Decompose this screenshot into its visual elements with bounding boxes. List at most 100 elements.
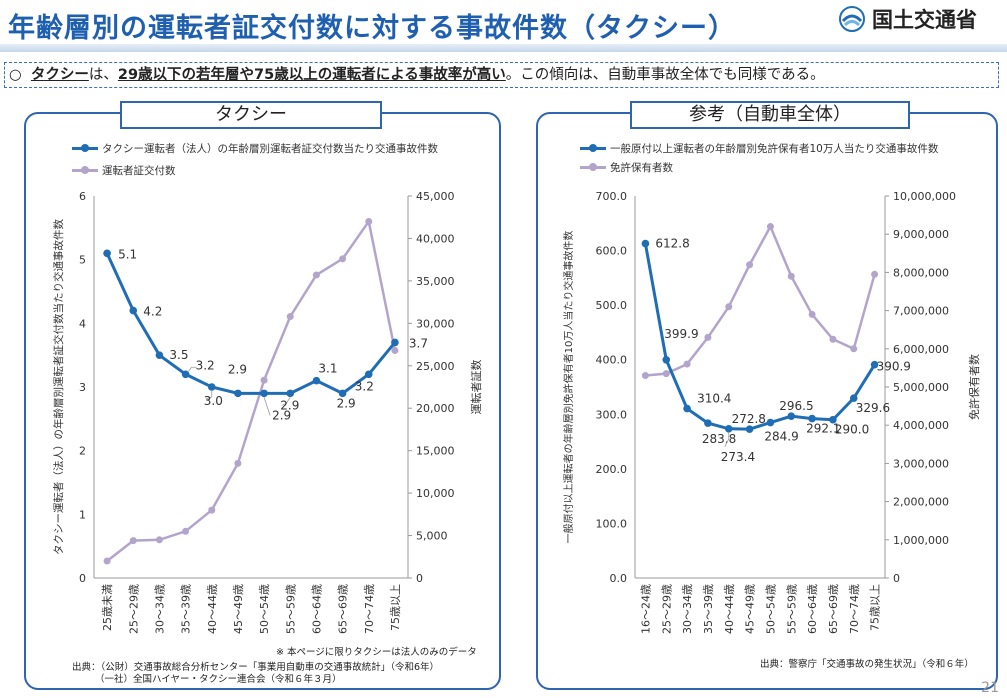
logo-text: 国土交通省 [872, 8, 977, 32]
data-label-leader [282, 397, 291, 406]
x-tick-label: 40～44歳 [206, 584, 219, 634]
series-secondary-point [129, 537, 137, 545]
data-label: 283.8 [702, 432, 736, 446]
data-label: 390.9 [877, 360, 911, 374]
series-secondary-point [787, 272, 795, 280]
statement-emphasis: 29歳以下の若年層や75歳以上の運転者による事故率が高い [117, 67, 506, 83]
y-tick-label-right: 0 [416, 572, 423, 585]
series-primary-point [391, 338, 399, 347]
series-primary-point [787, 412, 796, 420]
data-label: 3.2 [355, 379, 374, 393]
page-title: 年齢層別の運転者証交付数に対する事故件数（タクシー） [8, 13, 736, 44]
y-tick-label-right: 10,000 [416, 487, 455, 500]
series-primary-point [312, 376, 321, 385]
x-tick-label: 40～44歳 [723, 584, 736, 634]
series-secondary-point [808, 310, 816, 318]
data-label: 3.1 [318, 362, 337, 376]
series-primary-point [181, 370, 190, 379]
y-tick-label-left: 0.0 [610, 572, 628, 585]
series-secondary-point [339, 255, 347, 263]
series-primary-point [662, 355, 671, 364]
series-secondary-point [641, 372, 649, 380]
y-axis-title-right: 免許保有者数 [967, 354, 981, 420]
x-tick-label: 30～34歳 [153, 584, 166, 634]
series-primary-point [103, 249, 111, 258]
y-tick-label-left: 400.0 [596, 354, 628, 367]
y-axis-title-left: タクシー運転者（法人）の年齢層別運転者証交付数当たり交通事故件数 [52, 219, 65, 555]
legend-left-secondary: 運転者証交付数 [72, 163, 176, 178]
y-tick-label-left: 3 [79, 381, 86, 394]
reference-panel [536, 112, 998, 690]
series-secondary-point [746, 261, 754, 269]
series-primary-point [724, 425, 733, 433]
data-label-leader [724, 432, 730, 447]
y-tick-label-right: 35,000 [416, 275, 455, 288]
series-secondary-point [260, 376, 268, 384]
series-primary-point [260, 389, 268, 398]
x-tick-label: 75歳以上 [389, 584, 402, 631]
legend-left-secondary-label: 運転者証交付数 [102, 165, 176, 177]
y-tick-label-right: 9,000,000 [893, 228, 949, 241]
series-secondary-point [683, 360, 691, 368]
x-tick-label: 25～29歳 [660, 584, 673, 634]
taxi-panel-tab: タクシー [120, 101, 382, 129]
data-label-leader [263, 397, 271, 416]
y-tick-label-right: 5,000,000 [893, 381, 949, 394]
data-label: 2.9 [337, 396, 356, 410]
data-label: 273.4 [721, 450, 755, 464]
series-primary-point [286, 389, 295, 398]
series-primary-point [870, 360, 879, 369]
x-tick-label: 35～39歳 [180, 584, 193, 634]
series-primary-point [641, 239, 650, 248]
statement-particle: は、 [88, 67, 118, 83]
data-label: 399.9 [664, 327, 698, 341]
series-primary-point [745, 425, 754, 433]
y-tick-label-left: 300.0 [596, 408, 628, 421]
y-tick-label-left: 1 [79, 508, 86, 521]
series-primary-point [808, 414, 816, 423]
series-secondary-point [208, 506, 216, 514]
legend-line-purple-icon [580, 163, 606, 171]
taxi-source-line2: （一社）全国ハイヤー・タクシー連合会（令和６年３月） [95, 674, 342, 685]
y-tick-label-left: 6 [79, 190, 86, 203]
series-secondary-point [850, 345, 858, 353]
y-tick-label-right: 20,000 [416, 402, 455, 415]
legend-right-secondary-label: 免許保有者数 [610, 162, 673, 174]
y-tick-label-left: 5 [79, 254, 86, 267]
x-tick-label: 60～64歳 [310, 584, 323, 634]
x-tick-label: 55～59歳 [284, 584, 297, 634]
data-label: 3.2 [196, 358, 215, 372]
data-label: 3.7 [409, 336, 428, 350]
mlit-logo: 国土交通省 [838, 4, 977, 34]
mlit-logo-icon [839, 6, 865, 32]
series-primary-point [829, 415, 837, 424]
data-label: 2.9 [272, 408, 291, 422]
data-label: 4.2 [143, 305, 162, 319]
y-axis-title-right: 運転者証数 [470, 360, 483, 415]
y-tick-label-right: 40,000 [416, 232, 455, 245]
y-tick-label-right: 5,000 [416, 530, 448, 543]
y-tick-label-left: 0 [79, 572, 86, 585]
series-secondary-point [182, 527, 190, 535]
data-label: 2.9 [280, 398, 299, 412]
y-tick-label-left: 4 [79, 317, 86, 330]
series-secondary-point [286, 313, 294, 321]
series-primary-line [105, 252, 397, 396]
data-label: 5.1 [118, 247, 137, 261]
series-primary-point [364, 370, 373, 379]
series-primary-point [155, 351, 164, 359]
reference-source: 出典：警察庁「交通事故の発生状況」（令和６年） [760, 659, 974, 670]
y-tick-label-right: 45,000 [416, 190, 455, 203]
legend-right-primary: 一般原付以上運転者の年齢層別免許保有者10万人当たり交通事故件数 [580, 141, 938, 156]
series-primary-line [643, 243, 876, 431]
series-secondary-point [704, 333, 712, 341]
x-tick-label: 16～24歳 [639, 584, 652, 634]
data-label: 272.8 [732, 412, 766, 426]
data-label-leader [188, 366, 197, 372]
x-tick-label: 25～29歳 [127, 584, 140, 634]
statement-subject: タクシー [30, 67, 89, 83]
statement-tail: 。この傾向は、自動車事故全体でも同様である。 [505, 67, 825, 83]
x-tick-label: 25歳未満 [101, 584, 114, 631]
series-primary-point [234, 389, 242, 398]
legend-left-primary: タクシー運転者（法人）の年齢層別運転者証交付数当たり交通事故件数 [72, 141, 438, 156]
